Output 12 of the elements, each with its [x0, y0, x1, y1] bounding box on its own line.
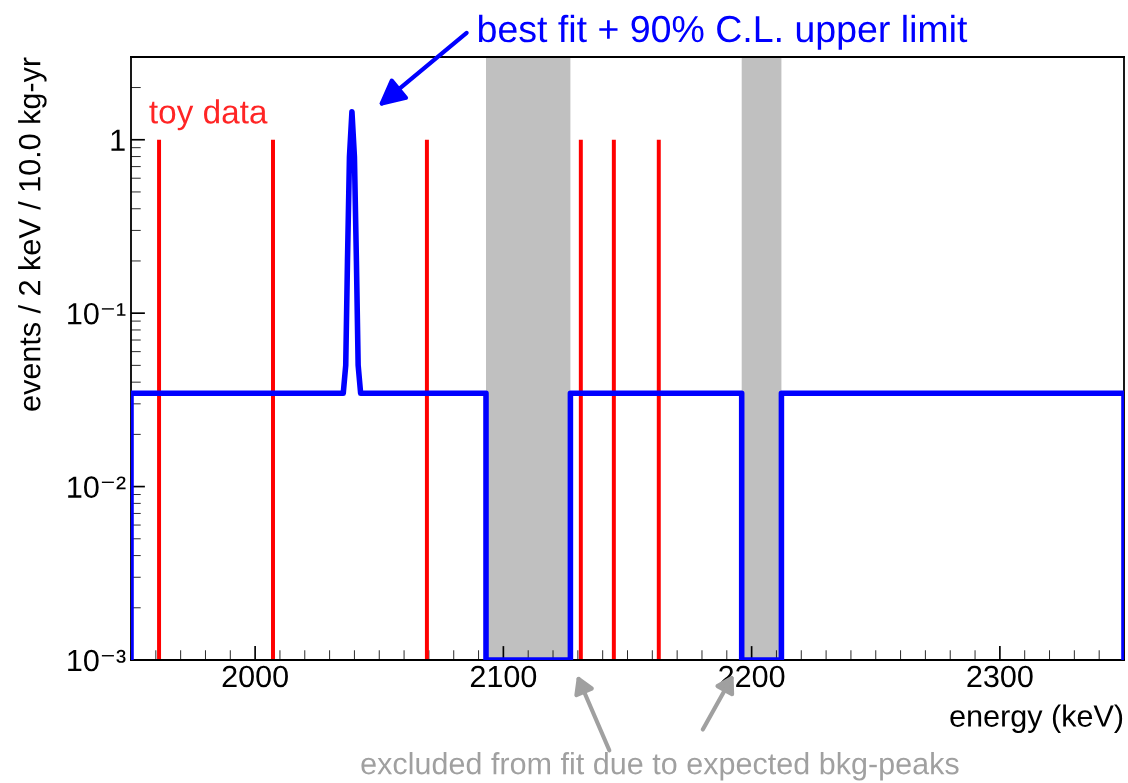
y-tick-label: 1	[111, 129, 125, 151]
y-tick-label: 10⁻¹	[68, 302, 126, 325]
series-label: toy data	[149, 99, 268, 131]
y-tick-label: 10⁻²	[68, 476, 126, 498]
text: excluded from fit due to expected bkg-peaks	[361, 752, 959, 781]
y-tick-label: 10⁻³	[68, 649, 126, 672]
x-tick-label: 2000	[222, 665, 288, 688]
y-axis-title: events / 2 keV / 10.0 kg-yr	[18, 57, 47, 411]
x-tick-label: 2300	[967, 665, 1033, 688]
x-tick-label: 2100	[470, 665, 537, 688]
x-axis-title: energy (keV)	[950, 704, 1123, 733]
text: best fit + 90% C.L. upper limit	[478, 14, 968, 50]
